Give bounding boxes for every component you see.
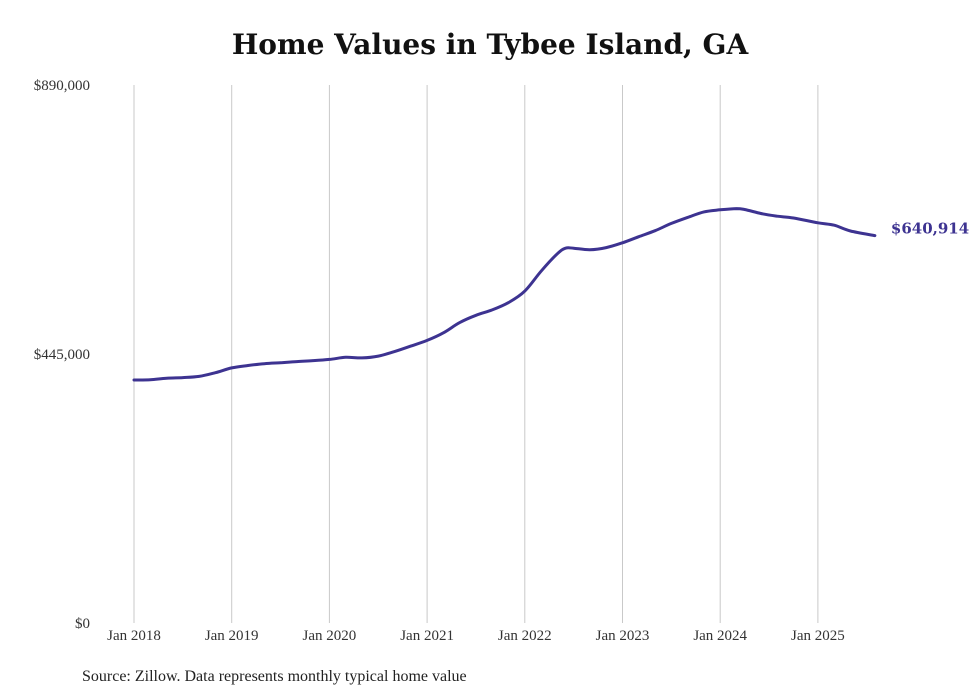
x-tick-label: Jan 2019	[205, 628, 259, 644]
x-tick-label: Jan 2022	[498, 628, 552, 644]
source-note: Source: Zillow. Data represents monthly …	[82, 668, 467, 685]
y-tick-label: $0	[75, 616, 90, 632]
x-tick-label: Jan 2020	[303, 628, 357, 644]
series-line	[132, 207, 877, 382]
x-tick-label: Jan 2023	[596, 628, 650, 644]
chart-title: Home Values in Tybee Island, GA	[231, 28, 749, 61]
end-value-label: $640,914	[891, 220, 969, 238]
x-axis-ticks: Jan 2018 Jan 2019 Jan 2020 Jan 2021 Jan 2022…	[107, 628, 845, 644]
gridlines	[133, 85, 819, 623]
y-axis-ticks: $0 $445,000 $890,000	[34, 78, 90, 632]
y-tick-label: $890,000	[34, 78, 90, 94]
x-tick-label: Jan 2021	[400, 628, 454, 644]
y-tick-label: $445,000	[34, 347, 90, 363]
x-tick-label: Jan 2024	[693, 628, 747, 644]
x-tick-label: Jan 2025	[791, 628, 845, 644]
x-tick-label: Jan 2018	[107, 628, 161, 644]
